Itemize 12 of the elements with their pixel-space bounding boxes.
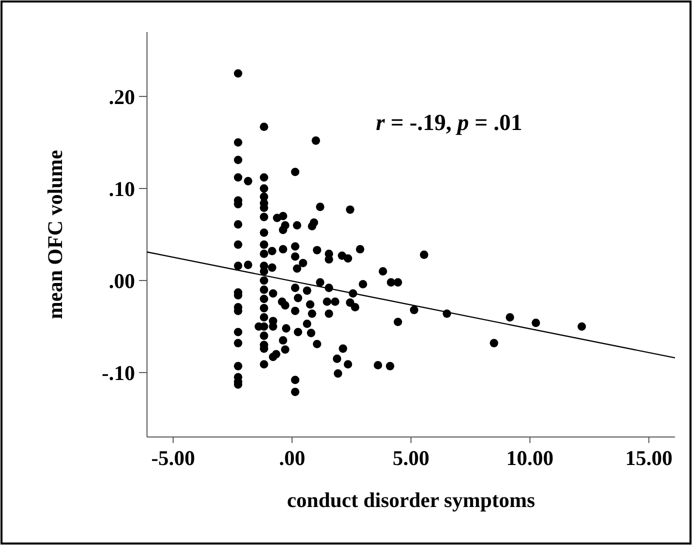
annotation: r = -.19, p = .01 [376,110,522,135]
y-tick-label: .10 [108,176,135,201]
x-tick-label: 15.00 [625,446,672,470]
x-tick-label: 5.00 [392,446,430,470]
x-axis-title: conduct disorder symptoms [286,488,536,512]
x-tick-label: 10.00 [506,446,554,470]
x-tick-label: -5.00 [151,446,196,470]
x-tick-label: .00 [278,446,306,470]
y-tick-label: .20 [108,84,135,109]
y-axis-title: mean OFC volume [43,150,67,320]
y-tick-label: .00 [108,268,135,293]
y-tick-label: -.10 [102,360,135,385]
